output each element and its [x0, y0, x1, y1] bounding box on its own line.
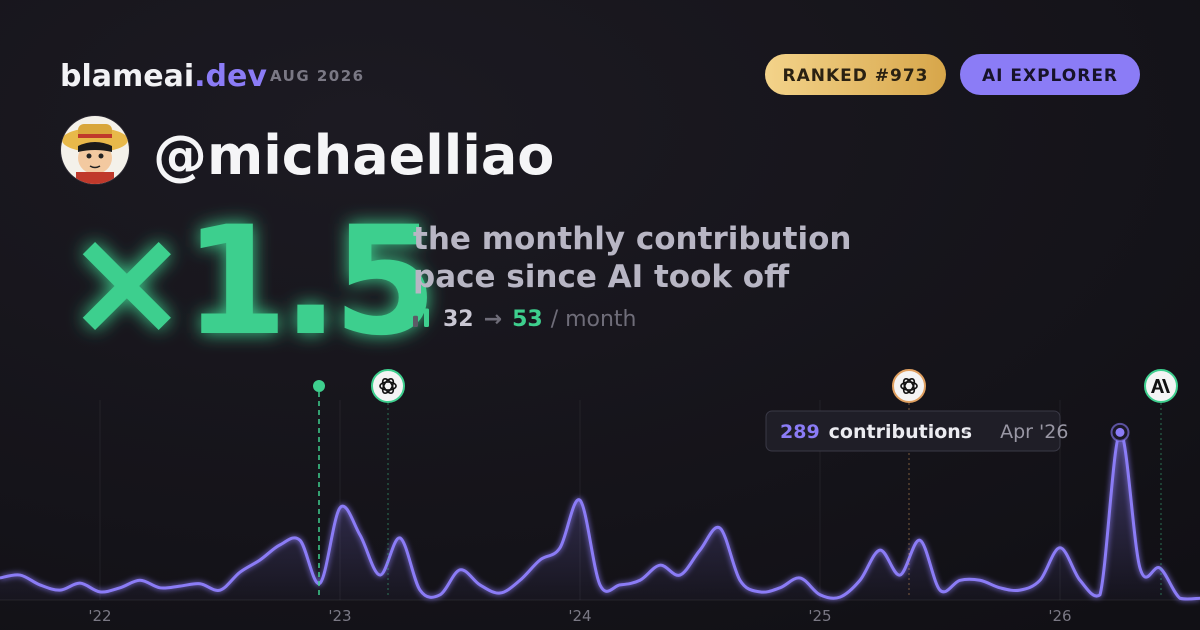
chart: '22 '23 '24 '25 '26: [0, 400, 1200, 625]
caption-line: pace since AI took off: [413, 259, 790, 295]
line: [0, 430, 1200, 601]
tier-badge: [960, 54, 1140, 95]
brand-name: blameai: [60, 59, 194, 94]
brand-tld: .dev: [194, 59, 267, 94]
avatar: [60, 115, 130, 185]
x-tick-label: '26: [1048, 607, 1071, 625]
event-icon: [892, 369, 926, 403]
pace-bar-after: [424, 308, 429, 327]
pace-unit: / month: [551, 307, 637, 332]
pace-arrow: →: [484, 307, 502, 332]
area: [0, 432, 1200, 600]
pace-after: 53: [512, 307, 543, 332]
x-tick-label: '25: [808, 607, 831, 625]
period: AUG 2026: [270, 67, 365, 85]
tooltip-box: [765, 410, 1061, 452]
tooltip-separator: [964, 430, 968, 434]
brand: blameai.dev: [60, 59, 267, 94]
rank-badge-text: RANKED #973: [782, 66, 928, 86]
multiplier: ×1.5: [64, 195, 431, 369]
pace: 32 → 53 / month: [443, 307, 637, 332]
rank-badge: [765, 54, 946, 95]
tooltip-value: 289: [780, 421, 820, 443]
x-tick-label: '23: [328, 607, 351, 625]
event-icon: [371, 369, 405, 403]
pace-bars: [413, 308, 429, 327]
event-markers: [313, 369, 1178, 598]
tooltip-date: Apr '26: [1000, 421, 1068, 443]
caption-line: the monthly contribution: [413, 221, 851, 257]
tooltip-text: 289 contributions Apr '26: [780, 421, 1068, 443]
handle: @michaelliao: [153, 124, 554, 187]
tooltip-unit: contributions: [829, 421, 972, 443]
ai-takeoff-dot: [313, 380, 325, 392]
pace-bar-before: [413, 315, 418, 327]
tooltip: 289 contributions Apr '26: [765, 410, 1068, 452]
anthropic-logo: [1151, 379, 1170, 393]
highlight-dot: [1115, 427, 1125, 437]
tier-badge-text: AI EXPLORER: [982, 66, 1118, 86]
pace-before: 32: [443, 307, 474, 332]
x-tick-label: '22: [88, 607, 111, 625]
x-tick-label: '24: [568, 607, 591, 625]
